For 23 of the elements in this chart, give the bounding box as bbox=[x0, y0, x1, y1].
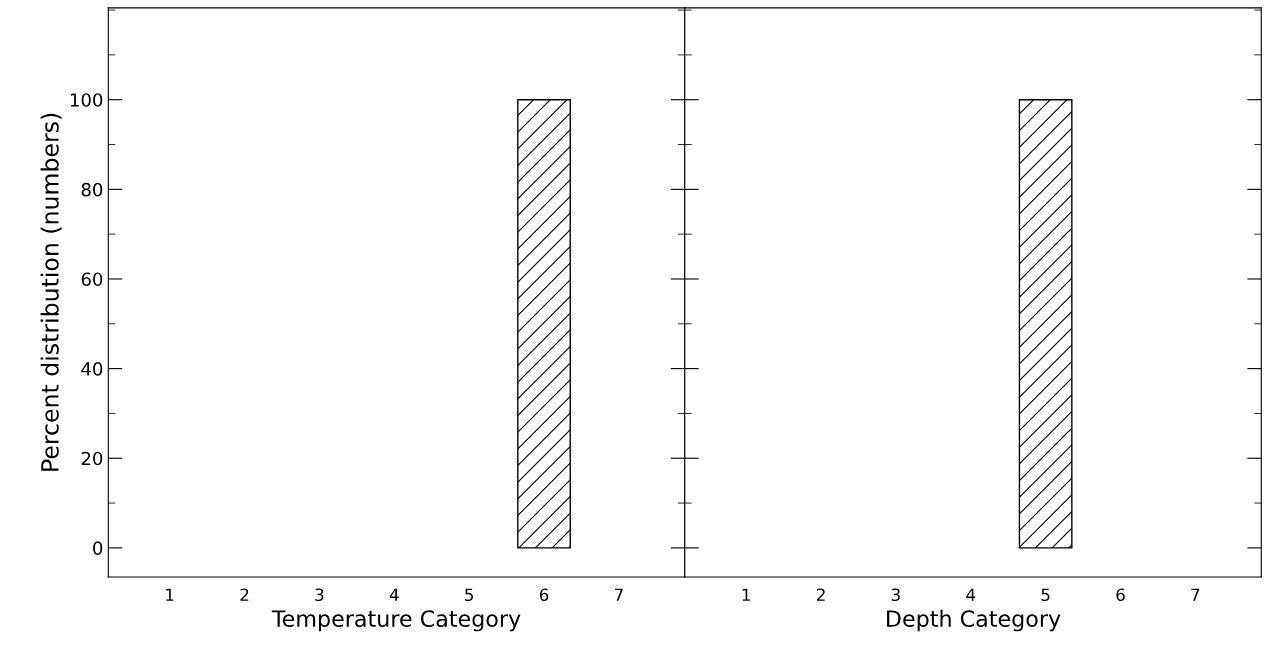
x-tick-label: 5 bbox=[465, 588, 473, 602]
y-tick-label: 100 bbox=[70, 93, 103, 107]
x-tick-label: 3 bbox=[315, 588, 324, 602]
x-axis-title: Depth Category bbox=[887, 609, 1061, 632]
x-tick-label: 6 bbox=[1116, 588, 1125, 602]
y-axis-title: Percent distribution (numbers) bbox=[40, 113, 62, 471]
y-tick-label: 80 bbox=[81, 182, 103, 197]
y-tick-label: 40 bbox=[81, 362, 103, 376]
y-tick-label: 20 bbox=[81, 451, 103, 466]
x-tick-label: 4 bbox=[966, 588, 976, 601]
x-axis-title: Temperature Category bbox=[271, 610, 521, 632]
x-tick-label: 3 bbox=[891, 588, 900, 602]
y-tick-label: 0 bbox=[93, 541, 103, 555]
x-tick-label: 2 bbox=[240, 588, 249, 601]
x-tick-label: 1 bbox=[742, 588, 750, 601]
x-tick-label: 7 bbox=[1191, 588, 1200, 601]
x-tick-label: 6 bbox=[539, 588, 549, 602]
x-tick-label: 5 bbox=[1041, 588, 1050, 602]
x-tick-label: 1 bbox=[166, 588, 174, 601]
x-tick-label: 7 bbox=[614, 588, 623, 601]
y-tick-label: 60 bbox=[81, 272, 103, 287]
x-tick-label: 2 bbox=[816, 588, 825, 601]
x-tick-label: 4 bbox=[389, 588, 399, 601]
